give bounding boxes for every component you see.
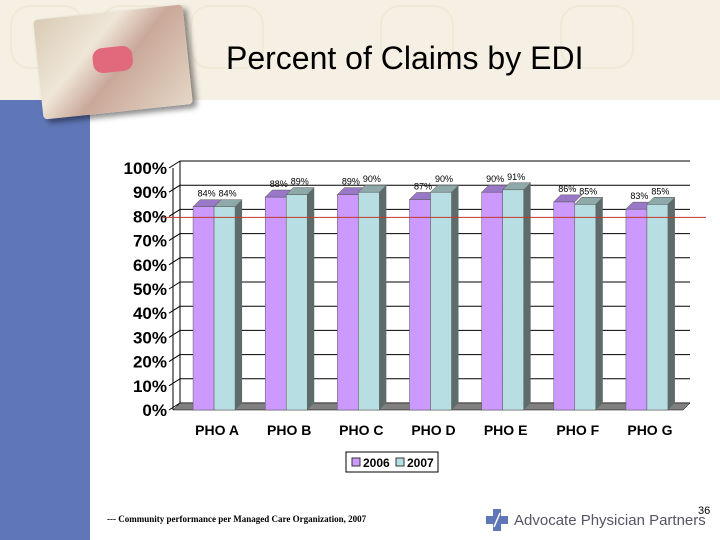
y-tick-label: 90% — [133, 183, 167, 202]
y-tick-label: 50% — [133, 280, 167, 299]
bar-2007 — [646, 204, 669, 411]
data-label: 85% — [579, 186, 597, 196]
bar-2007 — [285, 194, 308, 411]
x-tick-label: PHO B — [267, 422, 311, 438]
puzzle-pattern — [190, 5, 264, 69]
bar-side — [451, 185, 459, 410]
axis-tick — [168, 208, 181, 217]
left-accent-bar — [0, 100, 90, 540]
axis-tick — [168, 184, 181, 193]
data-label: 86% — [558, 184, 576, 194]
data-label: 84% — [198, 189, 216, 199]
data-label: 90% — [363, 174, 381, 184]
x-tick-label: PHO C — [339, 422, 383, 438]
bar-2006 — [337, 194, 359, 411]
bar-2007 — [574, 204, 597, 411]
axis-tick — [168, 305, 181, 314]
bar-side — [307, 187, 315, 410]
x-tick-label: PHO D — [411, 422, 455, 438]
y-tick-label: 30% — [133, 328, 167, 347]
x-tick-label: PHO E — [484, 422, 528, 438]
y-tick-label: 0% — [142, 401, 167, 420]
puzzle-pattern — [380, 5, 454, 69]
legend-swatch — [395, 457, 405, 467]
bar-2007 — [358, 191, 380, 411]
bar-2007 — [430, 191, 452, 411]
legend-label: 2007 — [407, 456, 434, 470]
bar-2007 — [213, 206, 236, 411]
data-label: 84% — [219, 189, 237, 199]
axis-tick — [168, 402, 181, 411]
page-number: 36 — [698, 505, 711, 517]
data-label: 87% — [414, 181, 432, 191]
x-tick-label: PHO A — [195, 422, 239, 438]
y-tick-label: 80% — [133, 207, 167, 226]
data-label: 89% — [291, 177, 309, 187]
data-label: 89% — [342, 177, 360, 187]
bar-top — [553, 194, 583, 203]
axis-tick — [168, 329, 181, 338]
data-label: 90% — [486, 174, 504, 184]
x-tick-label: PHO G — [627, 422, 672, 438]
y-tick-label: 20% — [133, 353, 167, 372]
bar-2006 — [625, 208, 648, 411]
y-tick-label: 70% — [133, 232, 167, 251]
bar-side — [667, 197, 675, 410]
bar-2006 — [192, 206, 215, 411]
y-tick-label: 60% — [133, 256, 167, 275]
data-label: 88% — [270, 179, 288, 189]
bar-2006 — [409, 199, 431, 411]
bar-side — [595, 197, 603, 410]
legend — [345, 451, 439, 473]
axis-tick — [168, 257, 181, 266]
bar-side — [523, 182, 531, 410]
footnote: --- Community performance per Managed Ca… — [107, 514, 367, 524]
slide-title: Percent of Claims by EDI — [226, 40, 584, 76]
bar-side — [379, 185, 387, 410]
data-label: 90% — [435, 174, 453, 184]
legend-label: 2006 — [363, 456, 390, 470]
data-label: 83% — [630, 191, 648, 201]
legend-swatch — [351, 457, 361, 467]
y-tick-label: 10% — [133, 377, 167, 396]
axis-tick — [168, 281, 181, 290]
advocate-logo: Advocate Physician Partners — [486, 509, 706, 531]
x-tick-label: PHO F — [556, 422, 599, 438]
data-label: 91% — [507, 172, 525, 182]
y-tick-label: 40% — [133, 304, 167, 323]
axis-tick — [168, 354, 181, 363]
bar-2006 — [481, 191, 503, 411]
bar-2006 — [264, 196, 287, 411]
puzzle-pattern — [560, 5, 634, 69]
bar-side — [235, 199, 243, 410]
cross-logo-icon — [486, 509, 508, 531]
axis-tick — [168, 160, 181, 169]
y-tick-label: 100% — [124, 159, 167, 178]
logo-text: Advocate Physician Partners — [514, 511, 706, 529]
data-label: 85% — [651, 186, 669, 196]
bar-2006 — [553, 201, 576, 411]
axis-tick — [168, 378, 181, 387]
axis-tick — [168, 233, 181, 242]
bar-2007 — [502, 189, 524, 411]
